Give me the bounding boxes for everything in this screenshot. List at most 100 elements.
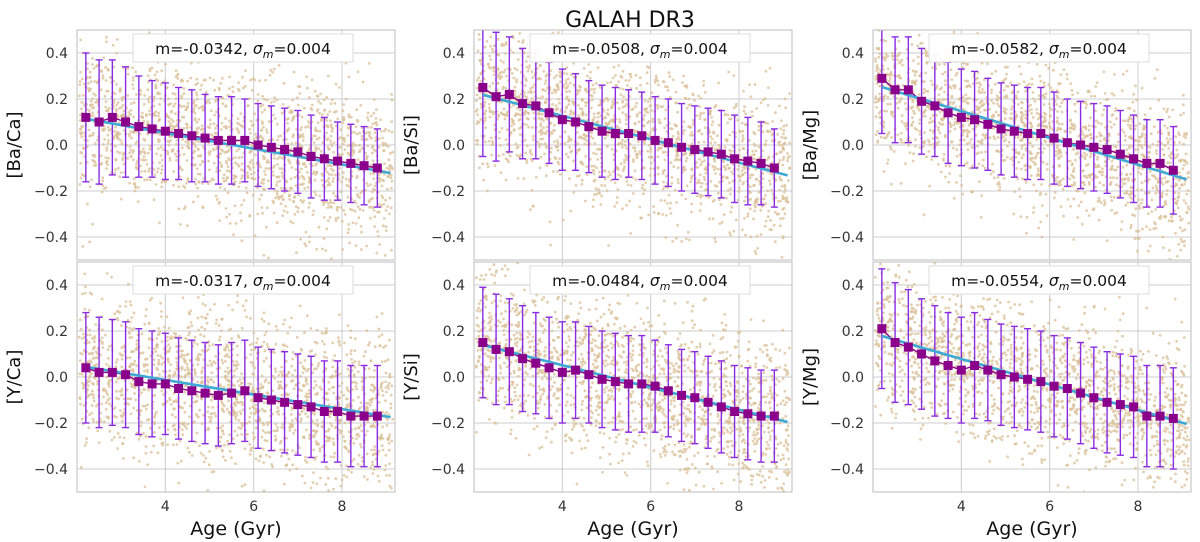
scatter-point	[603, 136, 607, 140]
scatter-point	[1140, 201, 1143, 205]
scatter-point	[710, 116, 713, 119]
scatter-point	[546, 86, 549, 90]
scatter-point	[574, 184, 578, 187]
scatter-point	[1179, 113, 1182, 117]
scatter-point	[253, 234, 257, 238]
scatter-point	[291, 115, 295, 119]
scatter-point	[1167, 147, 1170, 150]
scatter-point	[875, 76, 878, 80]
scatter-point	[148, 31, 151, 35]
scatter-point	[197, 106, 201, 110]
scatter-point	[276, 157, 279, 161]
scatter-point	[347, 227, 351, 231]
scatter-point	[951, 102, 955, 106]
scatter-point	[252, 171, 256, 175]
scatter-point	[1127, 119, 1130, 123]
scatter-point	[496, 81, 500, 85]
scatter-point	[91, 111, 94, 115]
scatter-point	[1042, 81, 1046, 85]
scatter-point	[1055, 146, 1059, 150]
scatter-point	[901, 63, 904, 67]
scatter-point	[328, 110, 332, 113]
scatter-point	[1187, 170, 1190, 174]
scatter-point	[704, 171, 708, 175]
scatter-point	[935, 86, 938, 90]
scatter-point	[595, 82, 598, 85]
scatter-point	[636, 152, 639, 156]
y-tick-label: 0.2	[46, 92, 68, 108]
scatter-point	[126, 72, 130, 76]
scatter-point	[271, 138, 275, 142]
scatter-point	[242, 198, 246, 202]
scatter-point	[941, 72, 945, 76]
scatter-point	[602, 109, 606, 113]
scatter-point	[537, 142, 541, 146]
scatter-point	[637, 120, 641, 124]
scatter-point	[901, 83, 905, 87]
scatter-point	[644, 110, 648, 114]
scatter-point	[267, 256, 270, 260]
binned-marker	[557, 115, 567, 125]
scatter-point	[669, 201, 673, 205]
scatter-point	[974, 125, 978, 129]
scatter-point	[1094, 185, 1097, 189]
scatter-point	[751, 114, 754, 118]
scatter-point	[941, 122, 945, 126]
scatter-point	[626, 84, 629, 87]
scatter-point	[320, 178, 324, 182]
scatter-point	[1148, 178, 1151, 181]
scatter-point	[491, 82, 495, 85]
scatter-point	[321, 200, 325, 204]
scatter-point	[774, 111, 777, 115]
scatter-point	[736, 118, 739, 122]
scatter-point	[273, 164, 276, 168]
scatter-point	[995, 94, 999, 98]
scatter-point	[294, 168, 298, 171]
scatter-point	[183, 186, 187, 190]
scatter-point	[1161, 183, 1165, 186]
scatter-point	[104, 79, 108, 82]
scatter-point	[619, 162, 623, 166]
scatter-point	[306, 125, 310, 128]
scatter-point	[1025, 215, 1029, 219]
scatter-point	[1030, 124, 1034, 128]
scatter-point	[579, 160, 582, 164]
scatter-point	[990, 88, 993, 92]
scatter-point	[572, 159, 575, 163]
scatter-point	[948, 130, 952, 133]
scatter-point	[373, 188, 377, 192]
scatter-point	[913, 70, 917, 74]
scatter-point	[114, 158, 118, 161]
scatter-point	[606, 175, 610, 179]
scatter-point	[490, 153, 493, 157]
scatter-point	[1088, 175, 1092, 179]
scatter-point	[549, 130, 553, 134]
scatter-point	[697, 141, 701, 144]
scatter-point	[623, 158, 626, 162]
scatter-point	[685, 156, 689, 160]
scatter-point	[143, 178, 147, 182]
scatter-point	[186, 102, 190, 105]
scatter-point	[690, 210, 693, 214]
scatter-point	[876, 141, 879, 144]
scatter-point	[744, 195, 748, 199]
scatter-point	[711, 217, 715, 221]
scatter-point	[390, 179, 394, 183]
scatter-point	[944, 175, 947, 179]
scatter-point	[778, 178, 782, 181]
scatter-point	[580, 182, 584, 186]
scatter-point	[912, 152, 915, 156]
scatter-point	[890, 73, 893, 77]
scatter-point	[360, 230, 363, 234]
scatter-point	[209, 122, 212, 126]
scatter-point	[762, 197, 766, 201]
scatter-point	[728, 166, 731, 170]
y-axis-label: [Ba/Ca]	[4, 111, 25, 178]
scatter-point	[268, 73, 272, 77]
scatter-point	[910, 124, 914, 127]
scatter-point	[330, 257, 333, 260]
scatter-point	[505, 114, 509, 117]
scatter-point	[668, 95, 672, 99]
scatter-point	[225, 176, 229, 180]
scatter-point	[544, 89, 547, 93]
